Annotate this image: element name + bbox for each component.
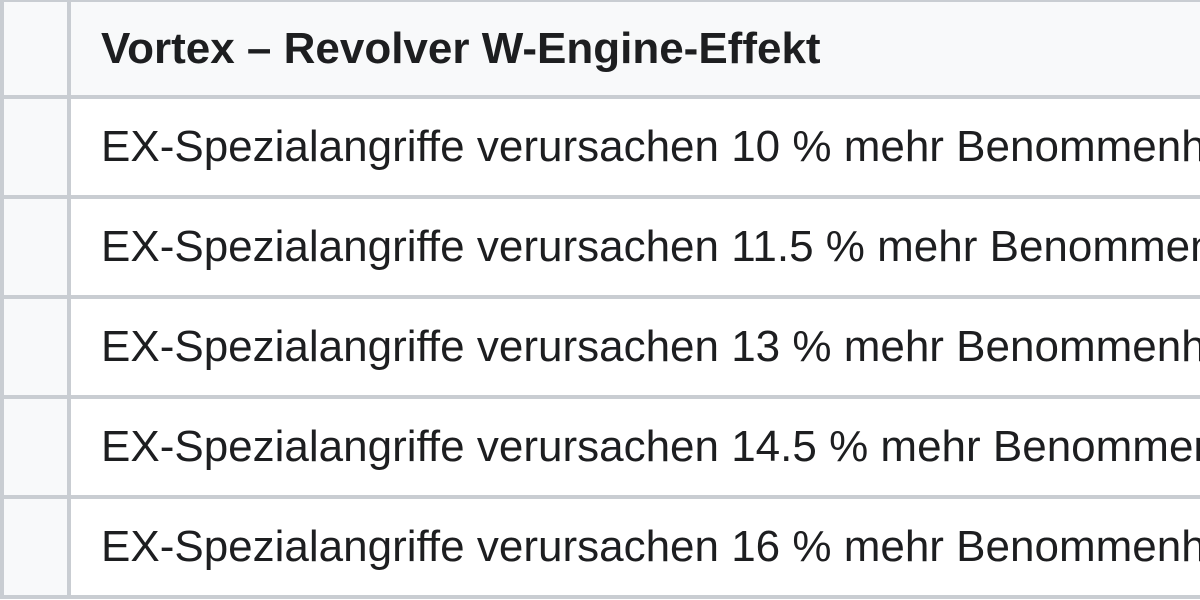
table-row: EX-Spezialangriffe verursachen 10 % mehr… — [0, 95, 1200, 199]
table-row: EX-Spezialangriffe verursachen 16 % mehr… — [0, 495, 1200, 599]
level-cell — [0, 95, 71, 199]
effect-text: EX-Spezialangriffe verursachen 13 % mehr… — [67, 295, 1200, 399]
table-title: Vortex – Revolver W-Engine-Effekt — [67, 0, 1200, 99]
table-row: EX-Spezialangriffe verursachen 11.5 % me… — [0, 195, 1200, 299]
level-cell — [0, 395, 71, 499]
level-cell — [0, 195, 71, 299]
effect-text: EX-Spezialangriffe verursachen 14.5 % me… — [67, 395, 1200, 499]
level-cell — [0, 295, 71, 399]
level-header-cell — [0, 0, 71, 99]
table-row: EX-Spezialangriffe verursachen 13 % mehr… — [0, 295, 1200, 399]
effect-text: EX-Spezialangriffe verursachen 11.5 % me… — [67, 195, 1200, 299]
effect-text: EX-Spezialangriffe verursachen 16 % mehr… — [67, 495, 1200, 599]
level-cell — [0, 495, 71, 599]
effect-text: EX-Spezialangriffe verursachen 10 % mehr… — [67, 95, 1200, 199]
table-row: EX-Spezialangriffe verursachen 14.5 % me… — [0, 395, 1200, 499]
table-header-row: Vortex – Revolver W-Engine-Effekt — [0, 0, 1200, 99]
